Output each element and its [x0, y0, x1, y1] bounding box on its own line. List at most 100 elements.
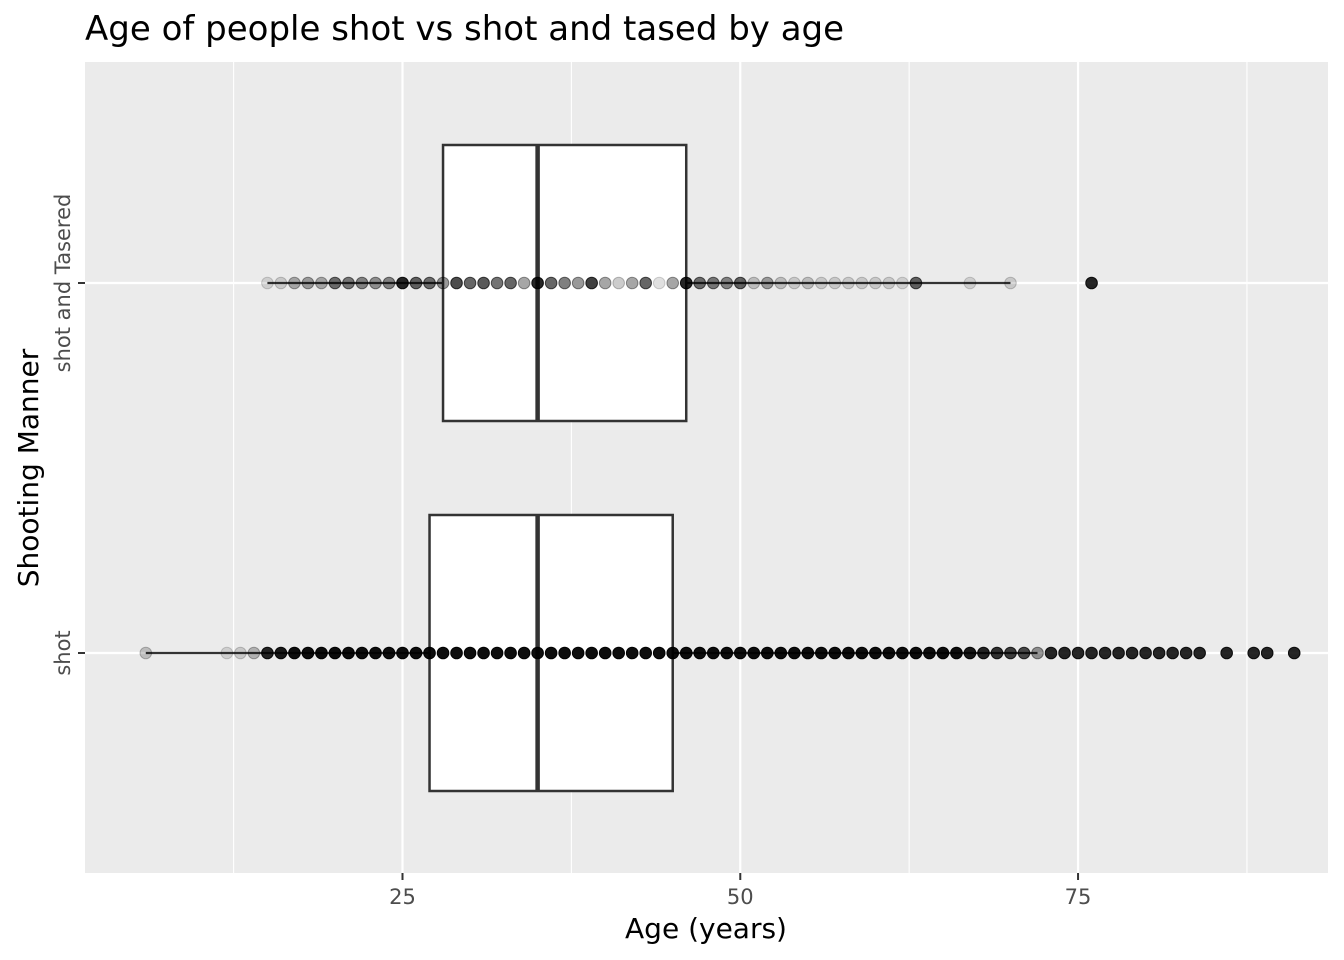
data-point [747, 276, 761, 290]
data-point [950, 646, 963, 660]
data-point [936, 646, 950, 660]
data-point [693, 646, 707, 660]
data-point [409, 276, 423, 290]
data-point [1125, 646, 1139, 660]
data-point [477, 276, 490, 290]
data-point [706, 646, 720, 660]
data-point [1071, 646, 1085, 660]
data-point [963, 276, 977, 290]
data-point [652, 276, 666, 290]
data-point [409, 646, 423, 660]
data-point [490, 276, 504, 290]
data-point [544, 276, 558, 290]
data-point [1098, 646, 1112, 660]
data-point [720, 276, 734, 290]
data-point [869, 276, 882, 290]
data-point [261, 646, 274, 660]
data-point [733, 646, 747, 660]
data-point [382, 276, 396, 290]
data-point [882, 276, 896, 290]
boxplot-marks [139, 143, 1301, 793]
data-point [1139, 646, 1152, 660]
data-point [1166, 646, 1179, 660]
data-point [436, 646, 450, 660]
data-point [828, 646, 842, 660]
y-tick-label: shot [51, 630, 75, 675]
data-point [328, 276, 342, 290]
data-point [288, 276, 301, 290]
data-point [639, 646, 653, 660]
data-point [558, 646, 571, 660]
data-point [1031, 646, 1044, 660]
data-point [1152, 646, 1166, 660]
data-point [679, 646, 693, 660]
data-point [234, 646, 247, 660]
data-point [1058, 646, 1071, 660]
data-point [301, 276, 315, 290]
data-point [842, 276, 855, 290]
box-group [139, 513, 1301, 793]
data-point [652, 646, 666, 660]
data-point [396, 646, 409, 660]
data-point [328, 646, 342, 660]
chart-title: Age of people shot vs shot and tased by … [85, 9, 844, 49]
data-point [990, 646, 1004, 660]
data-point [1112, 646, 1125, 660]
data-point [315, 276, 328, 290]
data-point [963, 646, 977, 660]
data-point [517, 646, 531, 660]
data-point [720, 646, 734, 660]
data-point [882, 646, 896, 660]
data-point [531, 646, 544, 660]
data-point [585, 646, 598, 660]
data-point [801, 646, 815, 660]
x-tick-label: 50 [727, 885, 754, 909]
axes: 25 50 75 shot shot and Tasered [51, 194, 1091, 909]
data-point [760, 646, 774, 660]
data-point [598, 276, 612, 290]
data-point [139, 646, 153, 660]
data-point [1044, 646, 1058, 660]
data-point [625, 646, 639, 660]
data-point [909, 276, 923, 290]
data-point [747, 646, 761, 660]
data-point [423, 646, 436, 660]
data-point [450, 276, 463, 290]
data-point [1287, 646, 1301, 660]
data-point [855, 276, 869, 290]
data-point [463, 276, 477, 290]
data-point [315, 646, 328, 660]
data-point [612, 646, 625, 660]
data-point [396, 276, 409, 290]
data-point [1179, 646, 1193, 660]
data-point [477, 646, 490, 660]
data-point [774, 646, 788, 660]
data-point [1260, 646, 1274, 660]
data-point [450, 646, 463, 660]
data-point [639, 276, 653, 290]
data-point [788, 646, 801, 660]
data-point [855, 646, 869, 660]
data-point [517, 276, 531, 290]
data-point [923, 646, 936, 660]
data-point [666, 276, 680, 290]
data-point [1247, 646, 1260, 660]
data-point [544, 646, 558, 660]
data-point [733, 276, 747, 290]
data-point [706, 276, 720, 290]
data-point [504, 276, 517, 290]
data-point [801, 276, 815, 290]
data-point [463, 646, 477, 660]
data-point [558, 276, 571, 290]
data-point [585, 276, 598, 290]
data-point [1017, 646, 1031, 660]
data-point [247, 646, 261, 660]
box-group [261, 143, 1098, 423]
data-point [788, 276, 801, 290]
data-point [342, 276, 355, 290]
data-point [679, 276, 693, 290]
data-point [842, 646, 855, 660]
data-point [1004, 276, 1017, 290]
data-point [1220, 646, 1233, 660]
data-point [369, 646, 382, 660]
